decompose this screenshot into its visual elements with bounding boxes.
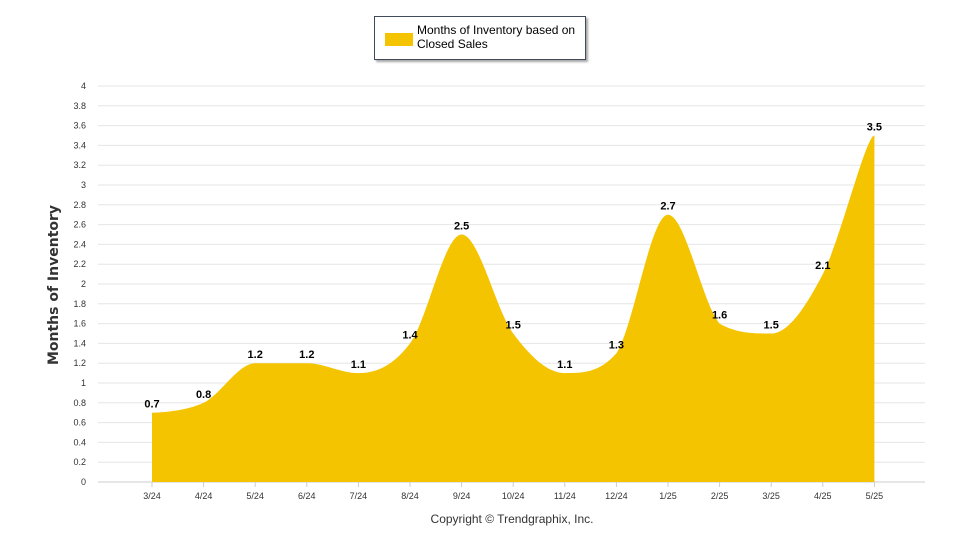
x-tick-label: 7/24 (350, 491, 368, 501)
legend: Months of Inventory based on Closed Sale… (374, 16, 586, 60)
y-tick-label: 3.2 (73, 160, 86, 170)
x-tick-label: 12/24 (605, 491, 628, 501)
series-area (152, 135, 875, 482)
data-label: 2.5 (454, 221, 469, 233)
y-tick-label: 2.6 (73, 220, 86, 230)
data-label: 1.4 (402, 329, 418, 341)
data-labels: 0.7 0.8 1.2 1.2 1.1 1.4 2.5 1.5 1.1 1.3 2.7 1.6 1.5 2… (144, 122, 882, 411)
data-label: 0.8 (196, 389, 211, 401)
data-label: 1.6 (712, 310, 727, 322)
x-tick-label: 2/25 (711, 491, 729, 501)
y-tick-label: 0.2 (73, 457, 86, 467)
y-tick-label: 2.8 (73, 200, 86, 210)
y-tick-label: 1.6 (73, 319, 86, 329)
data-label: 1.5 (506, 320, 521, 332)
x-tick-label: 3/24 (143, 491, 161, 501)
y-tick-label: 3 (81, 180, 86, 190)
y-tick-label: 2.2 (73, 259, 86, 269)
x-tick-label: 6/24 (298, 491, 316, 501)
data-label: 3.5 (867, 122, 882, 134)
legend-label: Months of Inventory based on Closed Sale… (417, 23, 576, 51)
x-tick-label: 8/24 (401, 491, 419, 501)
data-label: 1.2 (248, 349, 263, 361)
data-label: 0.7 (144, 399, 159, 411)
y-tick-label: 0.6 (73, 418, 86, 428)
y-tick-label: 0.8 (73, 398, 86, 408)
y-tick-label: 1.2 (73, 358, 86, 368)
data-label: 1.2 (299, 349, 314, 361)
y-tick-label: 1 (81, 378, 86, 388)
x-tick-label: 10/24 (502, 491, 525, 501)
y-tick-label: 3.6 (73, 121, 86, 131)
y-tick-label: 4 (81, 81, 86, 91)
x-tick-label: 5/25 (866, 491, 884, 501)
data-label: 1.5 (764, 320, 779, 332)
x-tick-label: 4/25 (814, 491, 832, 501)
y-tick-label: 3.4 (73, 140, 86, 150)
data-label: 1.1 (351, 359, 366, 371)
x-tick-label: 11/24 (554, 491, 576, 501)
y-tick-label: 2.4 (73, 239, 86, 249)
data-label: 1.3 (609, 339, 624, 351)
x-tick-label: 4/24 (195, 491, 213, 501)
y-tick-label: 0 (81, 477, 86, 487)
y-axis-ticks: 0 0.2 0.4 0.6 0.8 1 1.2 1.4 1.6 1.8 2 2.2 2.4 2.6 2.8 3… (73, 81, 86, 487)
x-axis-ticks: 3/24 4/24 5/24 6/24 7/24 8/24 9/24 10/24 11/24 12… (143, 482, 883, 501)
y-tick-label: 0.4 (73, 437, 86, 447)
y-tick-label: 3.8 (73, 101, 86, 111)
y-tick-label: 1.8 (73, 299, 86, 309)
y-axis-title: Months of Inventory (46, 204, 62, 366)
data-label: 1.1 (557, 359, 572, 371)
x-tick-label: 3/25 (762, 491, 780, 501)
data-label: 2.1 (815, 260, 830, 272)
data-label: 2.7 (660, 201, 675, 213)
x-tick-label: 9/24 (453, 491, 471, 501)
y-tick-label: 1.4 (73, 338, 86, 348)
copyright-credit: Copyright © Trendgraphix, Inc. (430, 512, 594, 526)
legend-swatch (385, 33, 413, 46)
x-tick-label: 5/24 (246, 491, 264, 501)
y-tick-label: 2 (81, 279, 86, 289)
x-tick-label: 1/25 (659, 491, 677, 501)
series-area-fill (152, 135, 875, 482)
